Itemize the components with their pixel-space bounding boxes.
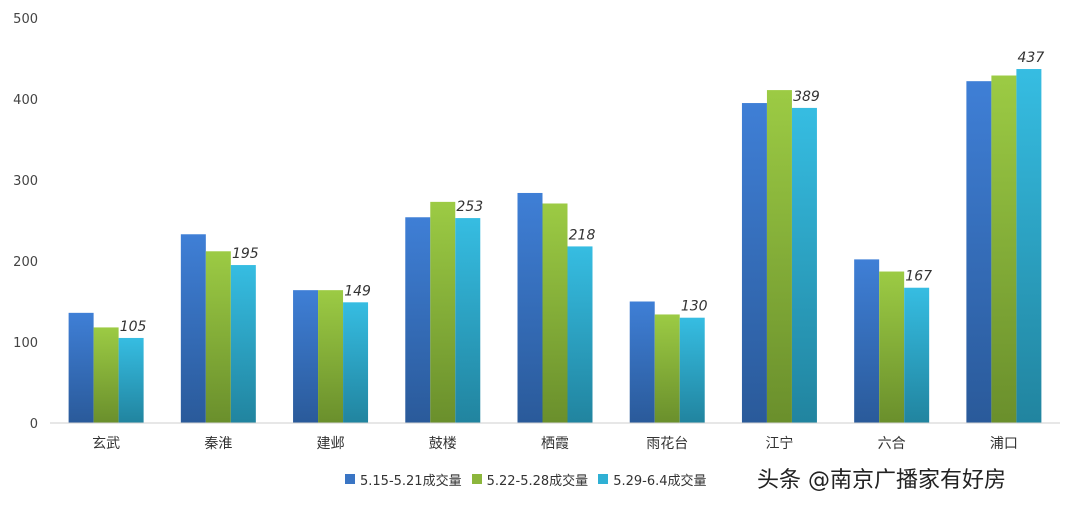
bar-1-2 xyxy=(293,290,319,423)
bar-1-8 xyxy=(966,81,992,424)
x-tick-label: 浦口 xyxy=(990,436,1018,452)
data-label: 389 xyxy=(793,89,820,105)
y-axis-ticks: 0 100 200 300 400 500 xyxy=(13,12,38,432)
watermark: 头条 @南京广播家有好房 xyxy=(757,468,1006,493)
bar-2-7 xyxy=(879,271,905,423)
data-label: 253 xyxy=(456,199,483,215)
bar-3-8 xyxy=(1016,69,1042,423)
y-tick-label: 200 xyxy=(13,255,38,270)
bar-3-6 xyxy=(791,107,817,423)
bar-3-3 xyxy=(455,218,481,423)
bar-1-1 xyxy=(180,234,206,423)
legend-item-series-2: 5.22-5.28成交量 xyxy=(471,470,589,489)
bars xyxy=(68,69,1042,424)
bar-1-4 xyxy=(517,192,543,423)
legend-item-series-3: 5.29-6.4成交量 xyxy=(598,470,707,489)
y-tick-label: 100 xyxy=(13,336,38,351)
data-label: 437 xyxy=(1018,50,1045,66)
bar-2-3 xyxy=(430,201,456,423)
legend-label-2: 5.22-5.28成交量 xyxy=(486,473,589,489)
data-label: 149 xyxy=(344,283,371,299)
legend-swatch-2 xyxy=(471,474,482,484)
bar-1-3 xyxy=(405,217,431,423)
data-label: 195 xyxy=(232,246,259,262)
x-tick-label: 雨花台 xyxy=(646,436,688,452)
bar-3-1 xyxy=(230,265,256,423)
bar-1-0 xyxy=(68,312,94,423)
bar-3-0 xyxy=(118,337,144,423)
bar-3-4 xyxy=(567,246,593,423)
y-tick-label: 300 xyxy=(13,174,38,189)
y-tick-label: 0 xyxy=(30,417,38,432)
bar-2-4 xyxy=(542,203,568,423)
bar-2-1 xyxy=(205,251,231,423)
legend-label-3: 5.29-6.4成交量 xyxy=(613,473,707,489)
y-tick-label: 500 xyxy=(13,12,38,27)
bar-2-0 xyxy=(93,327,119,423)
x-tick-label: 建邺 xyxy=(317,436,345,452)
legend-label-1: 5.15-5.21成交量 xyxy=(360,473,462,489)
x-tick-label: 江宁 xyxy=(765,435,793,452)
bar-2-2 xyxy=(318,290,344,423)
bar-3-5 xyxy=(679,317,705,423)
x-tick-label: 六合 xyxy=(878,436,906,452)
bar-2-6 xyxy=(766,90,792,423)
data-label: 218 xyxy=(569,227,596,243)
data-label: 167 xyxy=(905,269,932,285)
x-tick-label: 玄武 xyxy=(92,435,120,452)
bar-1-6 xyxy=(741,103,767,424)
x-tick-label: 栖霞 xyxy=(541,436,569,452)
y-tick-label: 400 xyxy=(13,93,38,108)
bar-2-5 xyxy=(654,314,680,423)
data-label: 130 xyxy=(681,299,708,315)
bar-3-2 xyxy=(343,302,369,423)
legend-swatch-3 xyxy=(598,474,609,484)
legend-item-series-1: 5.15-5.21成交量 xyxy=(345,470,462,489)
bar-2-8 xyxy=(991,75,1017,423)
x-axis-labels: 玄武 秦淮 建邺 鼓楼 栖霞 雨花台 江宁 六合 浦口 xyxy=(92,435,1018,452)
legend: 5.15-5.21成交量 5.22-5.28成交量 5.29-6.4成交量 xyxy=(345,468,707,490)
data-label: 105 xyxy=(120,319,147,335)
bar-3-7 xyxy=(904,287,930,423)
bar-1-5 xyxy=(629,301,655,423)
legend-swatch-1 xyxy=(345,474,355,484)
x-tick-label: 鼓楼 xyxy=(429,436,457,452)
x-tick-label: 秦淮 xyxy=(204,436,232,452)
bar-1-7 xyxy=(854,259,880,423)
data-labels: 105 195 149 253 218 130 389 167 437 xyxy=(120,50,1045,335)
